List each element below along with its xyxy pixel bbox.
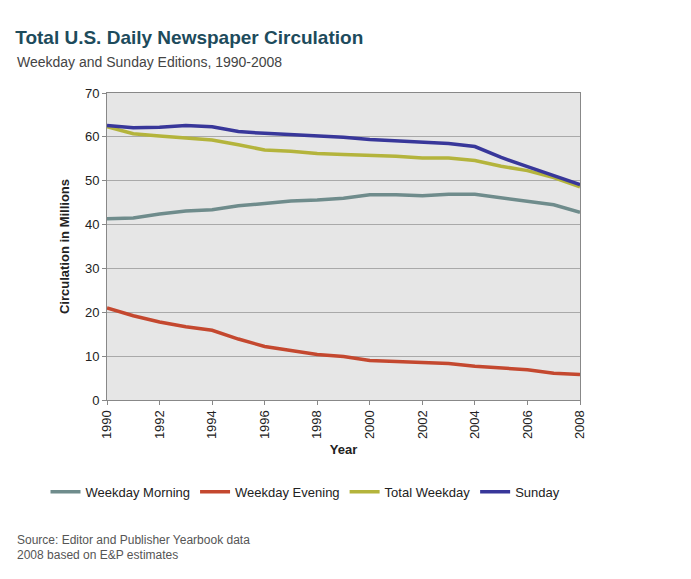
svg-text:Weekday Morning: Weekday Morning <box>86 485 191 500</box>
svg-text:2008: 2008 <box>572 410 587 439</box>
svg-text:30: 30 <box>85 261 99 276</box>
svg-text:Weekday and Sunday Editions, 1: Weekday and Sunday Editions, 1990-2008 <box>17 54 282 70</box>
svg-text:Total Weekday: Total Weekday <box>385 485 471 500</box>
svg-text:0: 0 <box>92 393 99 408</box>
svg-text:Year: Year <box>330 442 357 457</box>
svg-text:50: 50 <box>85 173 99 188</box>
svg-text:10: 10 <box>85 349 99 364</box>
svg-text:2000: 2000 <box>362 410 377 439</box>
svg-text:2004: 2004 <box>467 410 482 439</box>
svg-text:Source: Editor and Publisher Y: Source: Editor and Publisher Yearbook da… <box>17 533 250 547</box>
svg-text:60: 60 <box>85 129 99 144</box>
svg-text:1996: 1996 <box>257 410 272 439</box>
svg-text:2006: 2006 <box>520 410 535 439</box>
svg-text:20: 20 <box>85 305 99 320</box>
svg-text:1992: 1992 <box>152 410 167 439</box>
svg-text:2008 based on E&P estimates: 2008 based on E&P estimates <box>17 548 178 562</box>
svg-text:1994: 1994 <box>204 410 219 439</box>
svg-text:1998: 1998 <box>309 410 324 439</box>
svg-text:2002: 2002 <box>415 410 430 439</box>
svg-text:Weekday Evening: Weekday Evening <box>235 485 340 500</box>
svg-text:Total U.S. Daily Newspaper Cir: Total U.S. Daily Newspaper Circulation <box>15 27 363 48</box>
svg-text:1990: 1990 <box>99 410 114 439</box>
svg-text:40: 40 <box>85 217 99 232</box>
svg-text:Circulation in Millions: Circulation in Millions <box>57 179 72 314</box>
svg-text:70: 70 <box>85 86 99 101</box>
svg-text:Sunday: Sunday <box>515 485 560 500</box>
